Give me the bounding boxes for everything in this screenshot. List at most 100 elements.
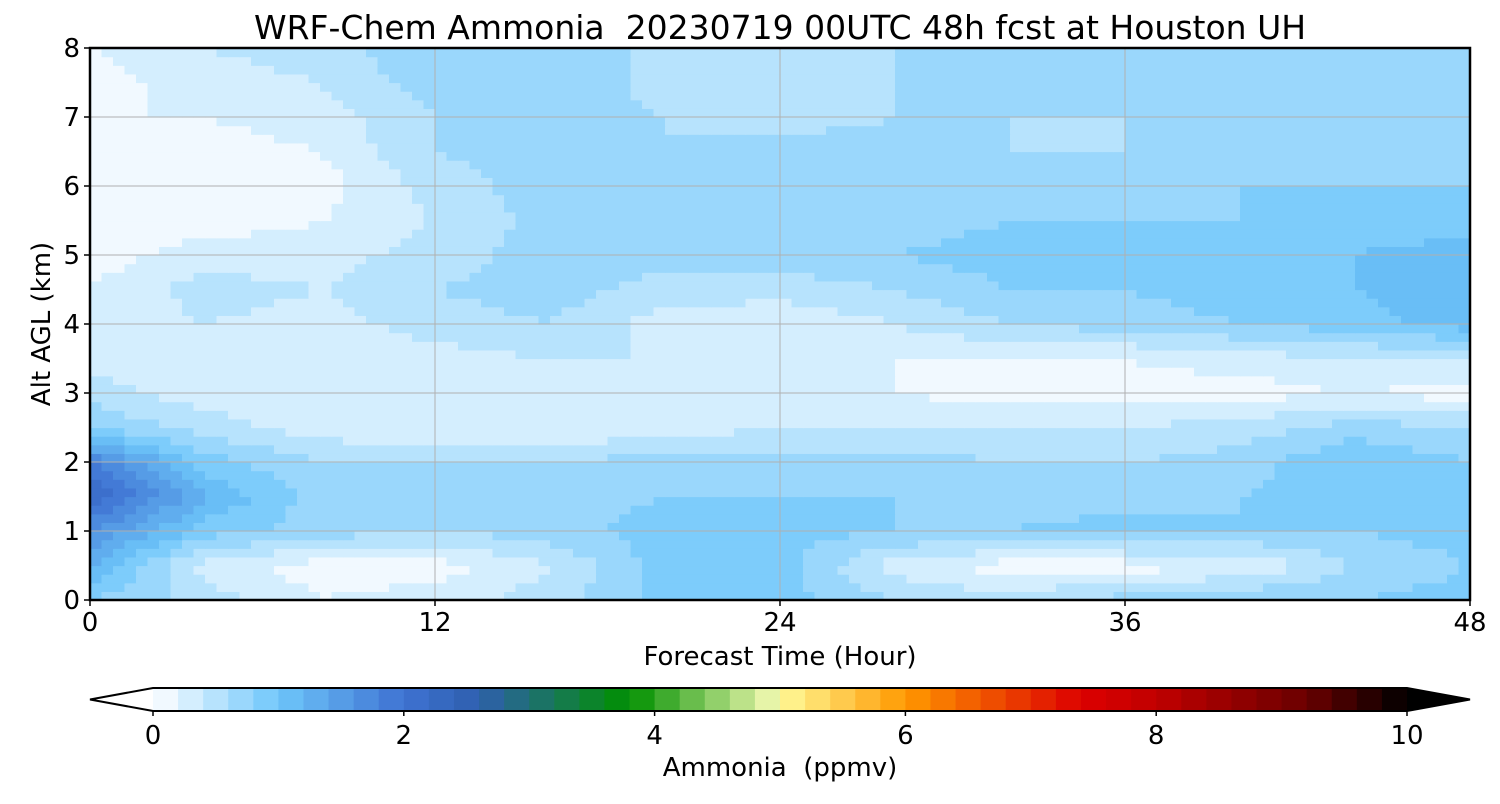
field-cell [297, 349, 310, 360]
field-cell [1171, 384, 1184, 394]
field-cell [1389, 427, 1402, 437]
field-cell [1182, 522, 1195, 532]
field-cell [251, 255, 264, 265]
field-cell [538, 263, 551, 273]
field-cell [423, 427, 436, 437]
field-cell [1194, 479, 1207, 489]
field-cell [412, 496, 425, 506]
field-cell [745, 531, 758, 541]
field-cell [573, 427, 586, 437]
field-cell [1447, 574, 1460, 584]
field-cell [734, 462, 747, 472]
field-cell [1159, 496, 1172, 506]
field-cell [941, 315, 954, 325]
field-cell [826, 513, 839, 523]
field-cell [308, 418, 321, 429]
field-cell [1136, 496, 1149, 506]
field-cell [308, 246, 321, 256]
field-cell [297, 556, 310, 567]
field-cell [1228, 496, 1241, 506]
field-cell [389, 298, 402, 308]
field-cell [607, 255, 620, 265]
field-cell [90, 375, 103, 385]
field-cell [1010, 470, 1023, 480]
field-cell [205, 453, 218, 463]
field-cell [446, 341, 459, 351]
field-cell [1010, 453, 1023, 463]
field-cell [297, 410, 310, 420]
field-cell [1021, 548, 1034, 558]
field-cell [170, 393, 183, 403]
field-cell [734, 479, 747, 489]
field-cell [757, 470, 770, 480]
field-cell [412, 470, 425, 480]
field-cell [1102, 401, 1115, 411]
field-cell [722, 522, 735, 532]
field-cell [619, 479, 632, 489]
field-cell [1286, 315, 1299, 325]
field-cell [366, 315, 379, 325]
field-cell [1286, 332, 1299, 342]
field-cell [90, 479, 103, 489]
field-cell [975, 556, 988, 567]
field-cell [297, 255, 310, 265]
field-cell [1067, 306, 1080, 316]
field-cell [527, 349, 540, 360]
field-cell [872, 332, 885, 342]
field-cell [412, 246, 425, 256]
field-cell [205, 272, 218, 282]
field-cell [170, 479, 183, 489]
field-cell [1332, 556, 1345, 567]
field-cell [1182, 375, 1195, 385]
field-cell [837, 315, 850, 325]
field-cell [987, 341, 1000, 351]
field-cell [653, 358, 666, 368]
field-cell [722, 565, 735, 575]
field-cell [1044, 548, 1057, 558]
field-cell [906, 418, 919, 429]
field-cell [170, 358, 183, 368]
field-cell [90, 332, 103, 342]
field-cell [1389, 349, 1402, 360]
field-cell [642, 263, 655, 273]
field-cell [412, 505, 425, 515]
field-cell [1067, 358, 1080, 368]
field-cell [607, 375, 620, 385]
field-cell [297, 531, 310, 541]
field-cell [343, 358, 356, 368]
field-cell [435, 246, 448, 256]
field-cell [1182, 332, 1195, 342]
field-cell [1228, 341, 1241, 351]
field-cell [1125, 349, 1138, 360]
field-cell [975, 289, 988, 299]
field-cell [239, 479, 252, 489]
field-cell [90, 436, 103, 446]
field-cell [1274, 487, 1287, 498]
field-cell [343, 582, 356, 592]
field-cell [1355, 418, 1368, 429]
field-cell [584, 444, 597, 454]
field-cell [745, 298, 758, 308]
field-cell [964, 444, 977, 454]
field-cell [182, 453, 195, 463]
field-cell [1251, 522, 1264, 532]
field-cell [883, 306, 896, 316]
field-cell [780, 246, 793, 256]
field-cell [1297, 444, 1310, 454]
field-cell [458, 401, 471, 411]
field-cell [285, 470, 298, 480]
field-cell [458, 289, 471, 299]
field-cell [757, 453, 770, 463]
field-cell [1412, 505, 1425, 515]
field-cell [1343, 470, 1356, 480]
field-cell [1366, 582, 1379, 592]
field-cell [1125, 531, 1138, 541]
field-cell [159, 513, 172, 523]
field-cell [860, 427, 873, 437]
field-cell [883, 237, 896, 247]
field-cell [1182, 453, 1195, 463]
field-cell [699, 237, 712, 247]
field-cell [124, 436, 137, 446]
field-cell [354, 393, 367, 403]
field-cell [584, 401, 597, 411]
